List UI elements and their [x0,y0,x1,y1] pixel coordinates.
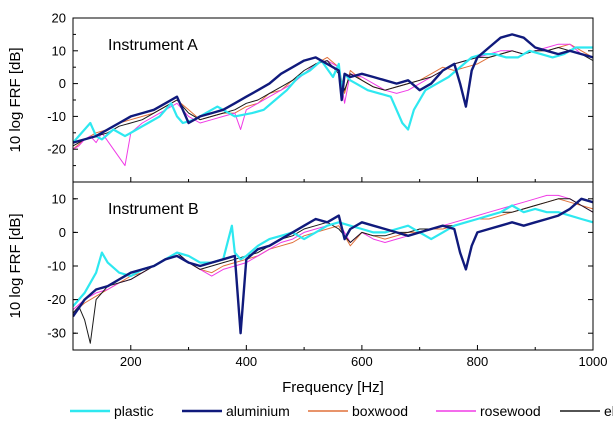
instrument-a-title: Instrument A [108,37,198,54]
x-tick-label: 400 [235,354,257,369]
panel-2-y-tick-label: 10 [52,191,66,206]
panel-2-plastic-line [73,204,593,308]
panel-2-y-tick-label: -30 [47,326,66,341]
panel-2-y-tick-label: 0 [59,225,66,240]
instrument-b-panel: Instrument B 10 log FRF [dB] -30 -20 -10 0 1… [7,181,594,351]
panel-2-ebony-line [73,198,593,344]
x-tick-label: 800 [467,354,489,369]
panel-1-y-tick-label: -10 [47,109,66,124]
panel-2-y-tick-label: -10 [47,259,66,274]
x-tick-label: 200 [120,354,142,369]
x-tick-label: 600 [351,354,373,369]
instrument-b-title: Instrument B [108,201,199,218]
panel-1-series [73,33,593,167]
panel-2-aluminium-line [73,197,593,335]
x-axis-label: Frequency [Hz] [282,379,384,396]
x-tick-label: 1000 [579,354,608,369]
legend-label-rosewood: rosewood [480,403,541,419]
instrument-b-y-axis-label: 10 log FRF [dB] [7,213,24,318]
legend-label-aluminium: aluminium [226,403,290,419]
instrument-a-y-axis-label: 10 log FRF [dB] [7,47,24,152]
instrument-a-panel: Instrument A 10 log FRF [dB] -20 -10 0 10 20 [7,11,594,183]
panel-2-y-tick-label: -20 [47,292,66,307]
panel-1-plastic-line [73,46,593,144]
legend-label-plastic: plastic [114,403,154,419]
legend-label-ebony: ebony [604,403,613,419]
panel-1-y-tick-label: -20 [47,142,66,157]
panel-2-series [73,194,593,344]
legend: plastic aluminium boxwood rosewood ebony [70,403,613,419]
panel-1-y-tick-label: 10 [52,43,66,58]
panel-1-boxwood-line [73,43,593,150]
panel-1-y-tick-label: 0 [59,76,66,91]
panel-1-y-tick-label: 20 [52,11,66,26]
legend-label-boxwood: boxwood [352,403,408,419]
panel-1-aluminium-line [73,33,593,144]
